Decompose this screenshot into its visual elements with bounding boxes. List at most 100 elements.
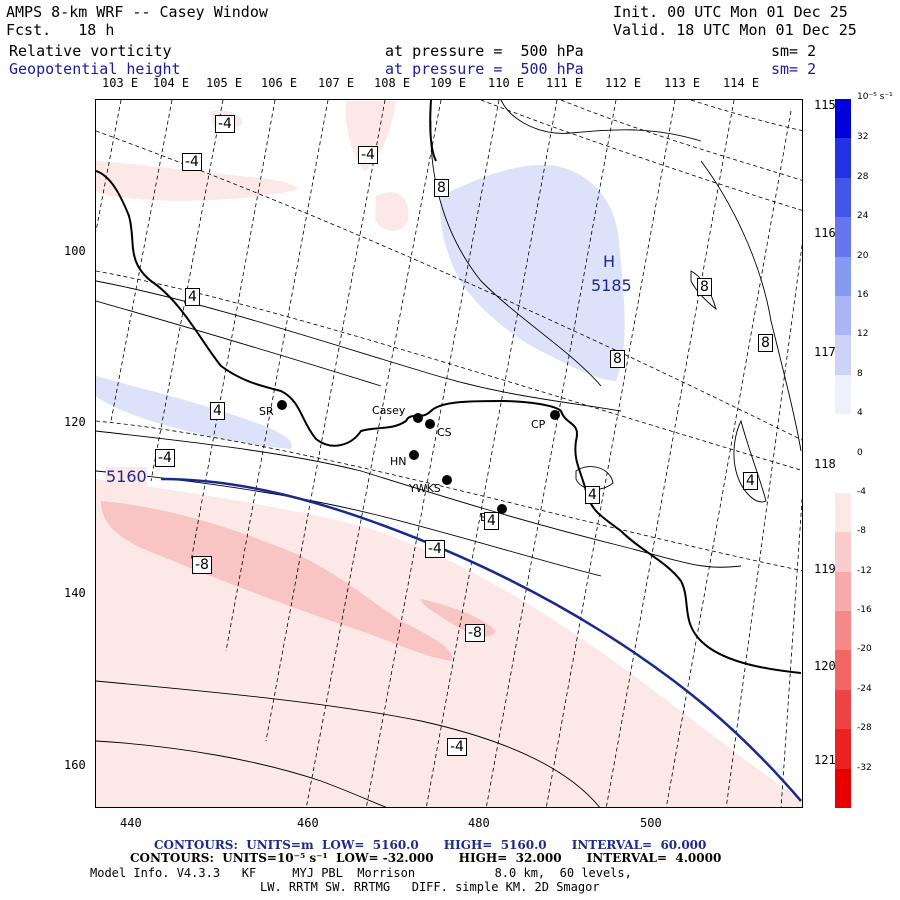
colorbar-tick-label: -20 [857,644,872,655]
contour-label: -4 [155,449,175,467]
negative-vorticity-shading [375,192,409,231]
height-contour-info: CONTOURS: UNITS=m LOW= 5160.0 HIGH= 5160… [154,838,707,852]
colorbar-tick-label: 24 [857,211,869,222]
colorbar-tick-label: -28 [857,723,872,734]
lon-label: 104 E [153,76,190,90]
coastline [429,100,437,162]
negative-vorticity-shading [101,501,452,661]
station-marker [442,475,452,485]
station-marker [413,413,423,423]
model-physics: LW. RRTM SW. RRTMG DIFF. simple KM. 2D S… [260,880,600,894]
colorbar-tick-label: -4 [857,486,866,497]
lon-label: 106 E [261,76,298,90]
contour-label: 4 [585,486,600,504]
colorbar-tick-label: -24 [857,683,872,694]
high-pressure-marker: H [603,252,616,271]
field1-level: at pressure = 500 hPa [385,42,584,60]
y-tick-label: 100 [64,244,86,258]
y-tick-label: 140 [64,586,86,600]
field1-smoothing: sm= 2 [771,42,817,60]
colorbar-tick-label: 12 [857,329,869,340]
negative-vorticity-shading [96,161,298,201]
colorbar-tick-label: 28 [857,171,869,182]
height-contour-label: 5160 [106,467,147,486]
colorbar-tick-label: 8 [857,368,863,379]
colorbar-unit: 10⁻⁵ s⁻¹ [857,92,893,102]
colorbar-segment [835,650,851,691]
x-tick-label: 500 [640,816,662,830]
lon-label: 112 E [605,76,642,90]
colorbar-tick-label: -32 [857,762,872,773]
contour-label: 4 [210,402,225,420]
contour-label: -8 [192,556,212,574]
map-svg [96,100,802,807]
vorticity-contour-info: CONTOURS: UNITS=10⁻⁵ s⁻¹ LOW= -32.000 HI… [130,851,722,865]
x-tick-label: 460 [297,816,319,830]
map-panel: SR Casey CS CP HN YWKS BS -4 -4 -4 8 8 8… [95,99,803,808]
colorbar-segment [835,768,851,809]
station-marker [550,410,560,420]
colorbar-segment [835,689,851,730]
lon-label: 107 E [318,76,355,90]
colorbar-segment [835,414,851,454]
lon-label: 105 E [206,76,243,90]
contour-label: 4 [484,512,499,530]
colorbar-tick-label: 20 [857,250,869,261]
lon-label: 111 E [546,76,583,90]
contour-label: -4 [215,115,235,133]
contour-label: -4 [182,153,202,171]
colorbar-segment [835,295,851,336]
positive-vorticity-shading [96,376,292,449]
contour-label: -4 [425,540,445,558]
map-title: AMPS 8-km WRF -- Casey Window [6,3,268,21]
forecast-hour: Fcst. 18 h [6,21,115,39]
colorbar-segment [835,335,851,376]
colorbar-tick-label: -16 [857,605,872,616]
station-marker [409,450,419,460]
lon-label: 113 E [664,76,701,90]
contour-label: 8 [610,350,625,368]
colorbar-segment [835,256,851,297]
station-label: HN [390,455,407,468]
field2-name: Geopotential height [9,60,181,78]
contour-label: 8 [434,179,449,197]
coastline [96,170,802,674]
station-label: YWKS [409,482,441,495]
lon-label: 108 E [374,76,411,90]
high-height-value: 5185 [591,276,632,295]
field2-level: at pressure = 500 hPa [385,60,584,78]
height-contour-5160 [160,477,802,802]
colorbar [835,99,851,809]
contour-label: 4 [185,288,200,306]
lon-label: 109 E [430,76,467,90]
colorbar-tick-label: 4 [857,408,863,419]
station-marker [425,419,435,429]
init-time: Init. 00 UTC Mon 01 Dec 25 [613,3,848,21]
valid-time: Valid. 18 UTC Mon 01 Dec 25 [613,21,857,39]
colorbar-segment [835,571,851,612]
contour-label: -4 [358,146,378,164]
lon-label: 114 E [723,76,760,90]
contour-label: -4 [447,738,467,756]
colorbar-segment [835,729,851,770]
field1-name: Relative vorticity [9,42,172,60]
contour-label: -8 [465,624,485,642]
y-tick-label: 160 [64,758,86,772]
station-marker [497,504,507,514]
colorbar-segment [835,611,851,651]
colorbar-tick-label: 0 [857,447,863,458]
colorbar-segment [835,532,851,573]
station-label: SR [259,405,274,418]
lon-label: 103 E [102,76,139,90]
colorbar-tick-label: 32 [857,132,869,143]
lon-label: 110 E [488,76,525,90]
positive-vorticity-shading [440,165,625,381]
colorbar-tick-label: -8 [857,526,866,537]
colorbar-segment [835,374,851,415]
colorbar-segment [835,492,851,533]
y-tick-label: 120 [64,415,86,429]
colorbar-segment [835,217,851,258]
model-info: Model Info. V4.3.3 KF MYJ PBL Morrison 8… [90,866,632,880]
station-label: CP [531,418,546,431]
station-label: Casey [372,404,406,417]
